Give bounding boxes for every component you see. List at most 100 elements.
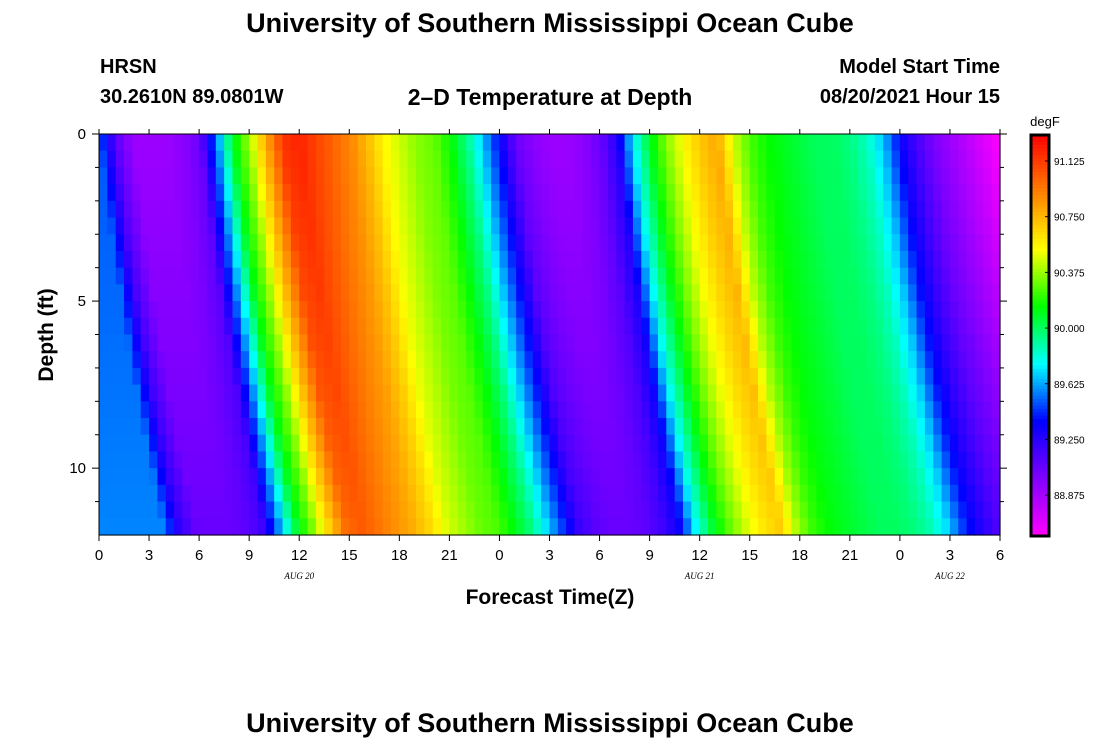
heatmap-cell: [332, 434, 342, 453]
heatmap-cell: [833, 250, 843, 269]
heatmap-cell: [991, 267, 1001, 285]
heatmap-cell: [399, 468, 409, 486]
heatmap-cell: [432, 451, 442, 469]
heatmap-cell: [641, 301, 651, 319]
heatmap-cell: [424, 184, 434, 202]
heatmap-cell: [382, 484, 392, 503]
heatmap-cell: [841, 434, 851, 453]
heatmap-cell: [916, 134, 926, 152]
heatmap-cell: [532, 351, 542, 369]
heatmap-cell: [424, 134, 434, 152]
date-label: AUG 21: [684, 571, 715, 581]
heatmap-cell: [599, 351, 609, 369]
heatmap-cell: [774, 234, 784, 252]
heatmap-cell: [716, 250, 726, 269]
heatmap-cell: [482, 200, 492, 219]
heatmap-cell: [382, 501, 392, 519]
colorbar-segment: [1031, 529, 1049, 534]
heatmap-cell: [624, 434, 634, 453]
heatmap-cell: [883, 334, 893, 352]
heatmap-cell: [349, 367, 359, 386]
heatmap-cell: [290, 284, 300, 302]
heatmap-cell: [783, 284, 793, 302]
heatmap-cell: [591, 384, 601, 402]
heatmap-cell: [115, 317, 125, 336]
heatmap-cell: [240, 150, 250, 169]
heatmap-cell: [616, 484, 626, 503]
heatmap-cell: [866, 234, 876, 252]
heatmap-cell: [641, 384, 651, 402]
heatmap-cell: [190, 518, 200, 536]
heatmap-cell: [657, 401, 667, 419]
heatmap-cell: [516, 167, 526, 185]
heatmap-cell: [449, 351, 459, 369]
heatmap-cell: [607, 217, 617, 235]
heatmap-cell: [833, 234, 843, 252]
heatmap-cell: [749, 451, 759, 469]
heatmap-cell: [149, 234, 158, 252]
heatmap-cell: [174, 200, 184, 219]
heatmap-cell: [441, 351, 450, 369]
heatmap-cell: [624, 518, 634, 536]
heatmap-cell: [349, 317, 359, 336]
heatmap-cell: [132, 284, 142, 302]
heatmap-cell: [541, 501, 551, 519]
colorbar-tick-label: 89.625: [1054, 380, 1085, 391]
heatmap-cell: [574, 501, 584, 519]
heatmap-cell: [357, 401, 367, 419]
heatmap-cell: [324, 518, 334, 536]
heatmap-cell: [716, 468, 726, 486]
heatmap-cell: [199, 451, 209, 469]
heatmap-cell: [866, 484, 876, 503]
heatmap-cell: [149, 501, 158, 519]
heatmap-cell: [733, 250, 742, 269]
heatmap-cell: [874, 401, 884, 419]
heatmap-cell: [290, 351, 300, 369]
heatmap-cell: [599, 250, 609, 269]
heatmap-cell: [107, 200, 117, 219]
heatmap-cell: [574, 401, 584, 419]
heatmap-cell: [624, 184, 634, 202]
heatmap-cell: [257, 150, 267, 169]
heatmap-cell: [849, 501, 859, 519]
heatmap-cell: [983, 134, 993, 152]
heatmap-cell: [290, 367, 300, 386]
heatmap-cell: [315, 134, 325, 152]
heatmap-cell: [624, 367, 634, 386]
colorbar-segment: [1031, 261, 1049, 266]
heatmap-cell: [682, 284, 692, 302]
heatmap-cell: [874, 468, 884, 486]
heatmap-cell: [132, 250, 142, 269]
heatmap-cell: [157, 301, 167, 319]
heatmap-cell: [507, 284, 517, 302]
heatmap-cell: [115, 351, 125, 369]
heatmap-cell: [924, 401, 934, 419]
heatmap-cell: [799, 167, 809, 185]
heatmap-cell: [457, 284, 467, 302]
heatmap-cell: [215, 134, 225, 152]
heatmap-cell: [641, 184, 651, 202]
heatmap-cell: [582, 134, 592, 152]
heatmap-cell: [674, 217, 684, 235]
heatmap-cell: [140, 150, 150, 169]
heatmap-cell: [541, 150, 551, 169]
heatmap-cell: [532, 384, 542, 402]
heatmap-cell: [557, 301, 567, 319]
heatmap-cell: [324, 134, 334, 152]
heatmap-cell: [474, 418, 484, 436]
heatmap-cell: [908, 250, 918, 269]
heatmap-cell: [816, 167, 826, 185]
heatmap-cell: [340, 518, 350, 536]
heatmap-cell: [315, 367, 325, 386]
heatmap-cell: [474, 434, 484, 453]
heatmap-cell: [966, 501, 976, 519]
heatmap-cell: [574, 167, 584, 185]
heatmap-cell: [424, 401, 434, 419]
heatmap-cell: [432, 267, 442, 285]
heatmap-cell: [866, 301, 876, 319]
heatmap-cell: [232, 267, 242, 285]
heatmap-cell: [249, 200, 259, 219]
colorbar-segment: [1031, 502, 1049, 507]
heatmap-cell: [382, 217, 392, 235]
heatmap-cell: [941, 401, 951, 419]
